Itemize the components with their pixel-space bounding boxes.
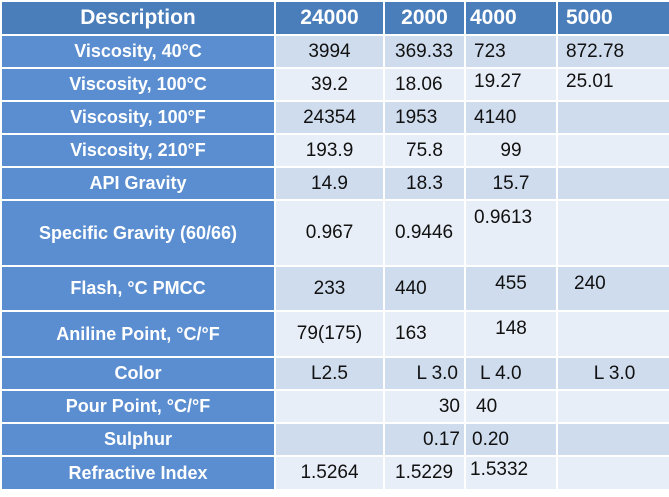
cell-5000 [558, 391, 669, 422]
cell-5000 [558, 168, 669, 199]
cell-5000: L 3.0 [558, 358, 669, 389]
cell-4000: 723 [466, 36, 556, 67]
table-row: Refractive Index 1.5264 1.5229 1.5332 [2, 457, 669, 489]
cell-4000: 1.5332 [466, 457, 556, 489]
cell-4000: 148 [466, 312, 556, 356]
cell-2000: 163 [385, 312, 464, 356]
table-header-row: Description 24000 2000 4000 5000 [2, 2, 669, 34]
table-row: Specific Gravity (60/66) 0.967 0.9446 0.… [2, 201, 669, 265]
cell-24000: 1.5264 [276, 457, 383, 489]
header-24000: 24000 [276, 2, 383, 34]
cell-24000: 3994 [276, 36, 383, 67]
cell-2000: 0.17 [385, 424, 464, 455]
cell-2000: 440 [385, 267, 464, 310]
cell-2000: 30 [385, 391, 464, 422]
cell-24000: 193.9 [276, 135, 383, 166]
cell-5000: 25.01 [558, 69, 669, 100]
header-2000: 2000 [385, 2, 464, 34]
cell-5000 [558, 201, 669, 265]
row-label: Viscosity, 100°C [2, 69, 274, 100]
cell-2000: 18.3 [385, 168, 464, 199]
cell-24000: 0.967 [276, 201, 383, 265]
cell-24000: L2.5 [276, 358, 383, 389]
row-label: Viscosity, 100°F [2, 102, 274, 133]
cell-4000: 455 [466, 267, 556, 310]
cell-24000 [276, 391, 383, 422]
cell-4000: 19.27 [466, 69, 556, 100]
cell-24000 [276, 424, 383, 455]
cell-4000: 4140 [466, 102, 556, 133]
cell-5000: 872.78 [558, 36, 669, 67]
table-row: API Gravity 14.9 18.3 15.7 [2, 168, 669, 199]
cell-4000: 40 [466, 391, 556, 422]
cell-5000 [558, 424, 669, 455]
row-label: Color [2, 358, 274, 389]
cell-4000: 15.7 [466, 168, 556, 199]
cell-4000: 99 [466, 135, 556, 166]
row-label: Refractive Index [2, 457, 274, 489]
row-label: Viscosity, 210°F [2, 135, 274, 166]
table-row: Viscosity, 210°F 193.9 75.8 99 [2, 135, 669, 166]
row-label: Flash, °C PMCC [2, 267, 274, 310]
table-row: Viscosity, 100°C 39.2 18.06 19.27 25.01 [2, 69, 669, 100]
row-label: Aniline Point, °C/°F [2, 312, 274, 356]
row-label: Sulphur [2, 424, 274, 455]
table-row: Viscosity, 40°C 3994 369.33 723 872.78 [2, 36, 669, 67]
cell-5000 [558, 135, 669, 166]
cell-5000 [558, 102, 669, 133]
cell-2000: 0.9446 [385, 201, 464, 265]
cell-24000: 79(175) [276, 312, 383, 356]
header-5000: 5000 [558, 2, 669, 34]
cell-24000: 233 [276, 267, 383, 310]
cell-24000: 24354 [276, 102, 383, 133]
cell-4000: L 4.0 [466, 358, 556, 389]
cell-24000: 14.9 [276, 168, 383, 199]
table-row: Pour Point, °C/°F 30 40 [2, 391, 669, 422]
row-label: API Gravity [2, 168, 274, 199]
table-row: Color L2.5 L 3.0 L 4.0 L 3.0 [2, 358, 669, 389]
cell-5000 [558, 312, 669, 356]
table-row: Aniline Point, °C/°F 79(175) 163 148 [2, 312, 669, 356]
header-4000: 4000 [466, 2, 556, 34]
row-label: Specific Gravity (60/66) [2, 201, 274, 265]
table-row: Viscosity, 100°F 24354 1953 4140 [2, 102, 669, 133]
cell-4000: 0.20 [466, 424, 556, 455]
cell-5000 [558, 457, 669, 489]
cell-2000: L 3.0 [385, 358, 464, 389]
table-row: Flash, °C PMCC 233 440 455 240 [2, 267, 669, 310]
cell-2000: 369.33 [385, 36, 464, 67]
row-label: Viscosity, 40°C [2, 36, 274, 67]
cell-2000: 18.06 [385, 69, 464, 100]
cell-2000: 75.8 [385, 135, 464, 166]
table-row: Sulphur 0.17 0.20 [2, 424, 669, 455]
row-label: Pour Point, °C/°F [2, 391, 274, 422]
cell-24000: 39.2 [276, 69, 383, 100]
cell-4000: 0.9613 [466, 201, 556, 265]
cell-2000: 1.5229 [385, 457, 464, 489]
cell-2000: 1953 [385, 102, 464, 133]
cell-5000: 240 [558, 267, 669, 310]
header-description: Description [2, 2, 274, 34]
